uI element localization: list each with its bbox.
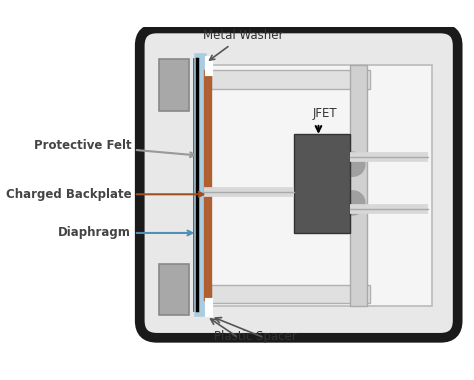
FancyBboxPatch shape bbox=[140, 28, 458, 338]
Text: Metal Washer: Metal Washer bbox=[202, 29, 283, 60]
Circle shape bbox=[341, 191, 365, 215]
Text: Protective Felt: Protective Felt bbox=[34, 139, 195, 157]
Circle shape bbox=[341, 152, 365, 176]
Bar bbox=[204, 65, 432, 306]
Bar bbox=[350, 65, 367, 306]
Bar bbox=[159, 264, 189, 315]
Text: Diaphragm: Diaphragm bbox=[58, 226, 192, 239]
Text: JFET: JFET bbox=[312, 106, 337, 120]
Bar bbox=[294, 134, 350, 233]
Text: Plastic Spacer: Plastic Spacer bbox=[214, 330, 297, 343]
Bar bbox=[211, 70, 370, 89]
Bar bbox=[211, 285, 370, 303]
Text: Charged Backplate: Charged Backplate bbox=[6, 188, 203, 201]
Bar bbox=[159, 59, 189, 111]
